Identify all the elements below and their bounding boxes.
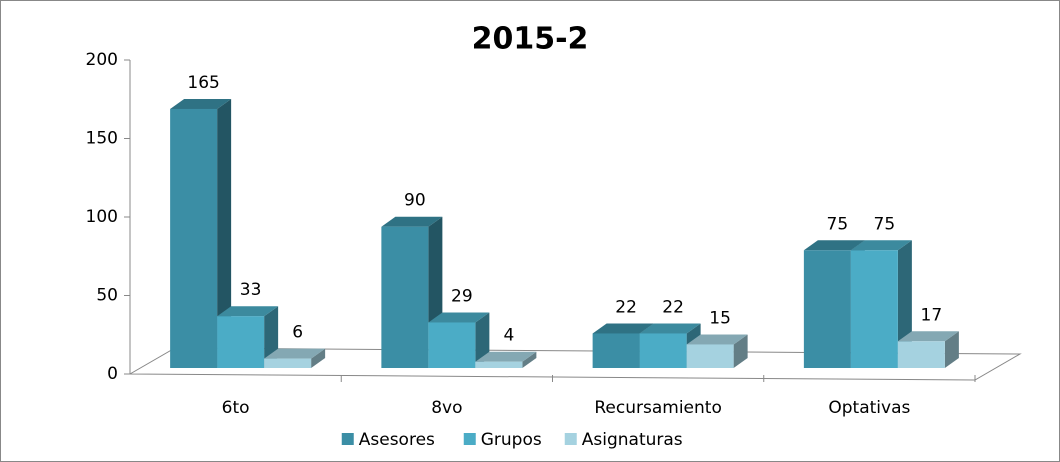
- bar: [850, 250, 898, 368]
- value-label: 90: [404, 191, 426, 211]
- value-label: 33: [240, 280, 262, 300]
- bar: [170, 108, 218, 368]
- bar-top: [264, 348, 326, 359]
- bar: [803, 250, 851, 368]
- bar-top: [170, 98, 232, 109]
- x-tick-label: 6to: [222, 398, 250, 418]
- value-label: 22: [662, 297, 684, 317]
- value-label: 4: [503, 326, 514, 346]
- bar: [475, 361, 523, 368]
- x-tick-label: 8vo: [431, 398, 462, 418]
- bar: [381, 226, 429, 368]
- bar-top: [686, 334, 748, 345]
- bar-side: [522, 351, 537, 368]
- value-label: 165: [187, 73, 219, 93]
- bar-side: [217, 98, 232, 368]
- x-tick-label: Recursamiento: [594, 398, 721, 418]
- legend-swatch: [463, 433, 476, 445]
- bar-top: [803, 240, 865, 251]
- y-tick-label: 150: [86, 129, 118, 149]
- y-tick-label: 100: [86, 207, 118, 227]
- bar-top: [217, 306, 279, 317]
- bar-top: [897, 331, 959, 342]
- y-tick-label: 0: [107, 364, 118, 384]
- value-label: 6: [292, 323, 303, 343]
- legend-label: Grupos: [481, 430, 542, 450]
- bar-top: [639, 323, 701, 334]
- bar: [639, 333, 687, 368]
- bar: [592, 333, 640, 368]
- bar: [686, 344, 734, 368]
- bar: [217, 316, 265, 368]
- bar-side: [733, 334, 748, 368]
- legend-label: Asesores: [359, 430, 435, 450]
- bar-top: [475, 351, 537, 362]
- bar-top: [381, 216, 443, 227]
- legend-label: Asignaturas: [582, 430, 683, 450]
- value-label: 75: [827, 214, 849, 234]
- y-tick-label: 200: [86, 50, 118, 70]
- bar-side: [475, 312, 490, 368]
- x-tick-label: Optativas: [828, 398, 910, 418]
- y-tick-label: 50: [96, 286, 118, 306]
- value-label: 17: [921, 305, 943, 325]
- bar-top: [850, 240, 912, 251]
- value-label: 29: [451, 286, 473, 306]
- legend-swatch: [564, 433, 577, 445]
- bar: [428, 322, 476, 368]
- value-label: 75: [874, 214, 896, 234]
- bar-top: [428, 312, 490, 323]
- bar-side: [944, 331, 959, 368]
- bar-side: [311, 348, 326, 368]
- legend-swatch: [341, 433, 354, 445]
- bar: [264, 358, 312, 368]
- bar: [897, 341, 945, 368]
- bar-top: [592, 323, 654, 334]
- floor: [128, 347, 1022, 381]
- value-label: 22: [615, 297, 637, 317]
- chart-title: 2015-2: [472, 22, 589, 57]
- value-label: 15: [709, 308, 731, 328]
